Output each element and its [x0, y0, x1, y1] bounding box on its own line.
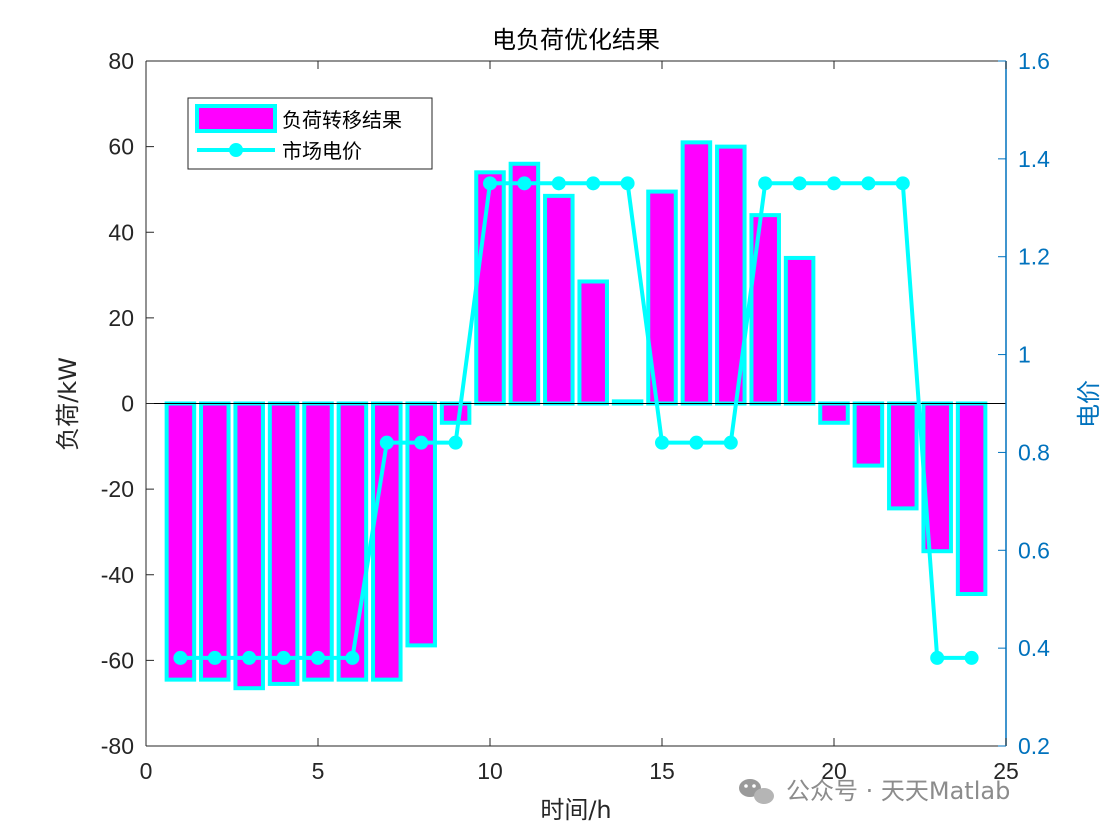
bar: [336, 401, 369, 682]
bar: [818, 401, 850, 425]
price-point: [655, 435, 669, 450]
price-point: [379, 435, 394, 450]
price-point: [861, 176, 876, 191]
watermark-text: 公众号 · 天天Matlab: [786, 777, 1010, 805]
price-point: [620, 176, 635, 191]
price-point: [758, 176, 773, 191]
bar: [783, 255, 816, 406]
y-tick-label: 20: [108, 305, 134, 331]
y-tick-label: 80: [108, 48, 134, 74]
y2-tick-label: 0.4: [1018, 635, 1050, 661]
price-point: [792, 176, 807, 191]
y2-tick-label: 1: [1018, 342, 1031, 368]
legend: 负荷转移结果 市场电价: [187, 97, 433, 170]
bar: [267, 401, 300, 686]
price-point: [586, 176, 601, 191]
price-point: [483, 176, 497, 191]
bar: [233, 401, 265, 691]
price-point: [895, 176, 910, 191]
price-point: [173, 650, 188, 665]
price-point: [311, 650, 325, 665]
bar: [439, 401, 472, 425]
y-tick-label: -60: [101, 647, 134, 673]
x-tick-label: 15: [649, 758, 675, 784]
watermark: 公众号 · 天天Matlab: [739, 777, 1010, 805]
price-point: [689, 435, 704, 450]
y-tick-label: -80: [101, 733, 134, 759]
tick-labels: 0 5 10 15 20 25 -80 -60 -40 -20 0 20 40 60 80 0.2 0.4 0.6…: [101, 48, 1050, 784]
price-point: [551, 176, 566, 191]
price-point: [964, 650, 979, 665]
legend-line-marker: [229, 143, 243, 157]
wechat-icon: [739, 779, 774, 804]
bar: [164, 401, 197, 682]
y2-tick-label: 0.2: [1018, 733, 1050, 759]
legend-bar-swatch: [195, 104, 277, 133]
y-tick-label: -40: [101, 562, 134, 588]
legend-line-label: 市场电价: [282, 139, 362, 163]
x-tick-label: 10: [477, 758, 503, 784]
bar: [680, 140, 713, 406]
bar: [887, 401, 919, 511]
price-point: [414, 435, 429, 450]
y2-tick-label: 1.2: [1018, 244, 1050, 270]
price-point: [345, 650, 360, 665]
y-tick-label: 60: [108, 134, 134, 160]
y-tick-label: -20: [101, 476, 134, 502]
y2-tick-label: 0.8: [1018, 439, 1050, 465]
price-point: [517, 176, 532, 191]
x-tick-label: 5: [312, 758, 325, 784]
price-point: [242, 650, 257, 665]
y-axis-label: 负荷/kW: [54, 357, 82, 451]
x-tick-label: 0: [140, 758, 153, 784]
bar: [852, 401, 885, 468]
y-tick-label: 40: [108, 219, 134, 245]
price-point: [827, 176, 841, 191]
axes: [145, 60, 1007, 747]
y2-tick-label: 0.6: [1018, 537, 1050, 563]
bar: [508, 161, 541, 406]
legend-bar-label: 负荷转移结果: [282, 108, 402, 132]
x-tick-label: 25: [993, 758, 1019, 784]
y-tick-label: 0: [121, 391, 134, 417]
price-point: [207, 650, 222, 665]
price-line-series: [173, 176, 979, 665]
bar: [577, 279, 609, 406]
price-point: [448, 435, 463, 450]
price-point: [276, 650, 291, 665]
x-tick-label: 20: [821, 758, 847, 784]
bar: [715, 144, 747, 406]
bar: [474, 170, 506, 406]
bar: [302, 401, 334, 682]
y2-axis-label: 电价: [1075, 380, 1103, 428]
bar: [543, 193, 575, 406]
y2-tick-label: 1.4: [1018, 146, 1050, 172]
y2-tick-label: 1.6: [1018, 48, 1050, 74]
x-axis-label: 时间/h: [540, 796, 611, 824]
chart-title: 电负荷优化结果: [492, 26, 660, 54]
bar: [199, 401, 231, 682]
bar: [955, 401, 988, 597]
price-point: [930, 650, 945, 665]
price-point: [723, 435, 738, 450]
